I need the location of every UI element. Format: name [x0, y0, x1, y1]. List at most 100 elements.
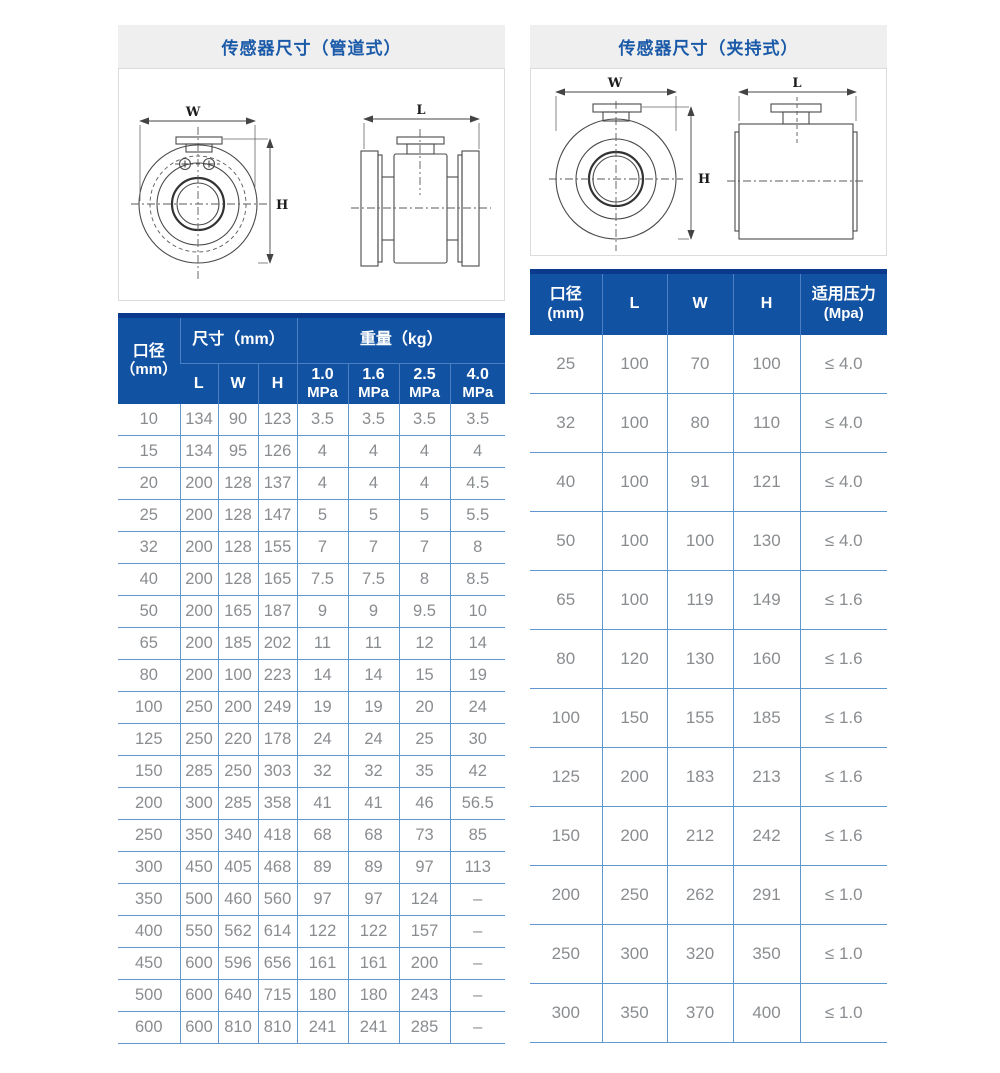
table-cell: 4	[347, 435, 399, 468]
table-cell: 4.5	[449, 467, 505, 500]
table-row: 80 200 100 223 14 14 15 19	[118, 659, 505, 692]
table-cell: 126	[257, 435, 297, 468]
table-cell: ≤ 1.6	[799, 688, 887, 748]
header-col-w: W	[217, 363, 258, 404]
header-bore: 口径 (mm)	[530, 274, 602, 335]
table-cell: –	[449, 979, 505, 1012]
table-cell: 65	[118, 627, 180, 660]
table-cell: 241	[347, 1011, 399, 1044]
table-cell: 50	[118, 595, 180, 628]
table-cell: 97	[296, 883, 348, 916]
table-row: 300 350 370 400 ≤ 1.0	[530, 983, 887, 1043]
table-cell: 291	[732, 865, 800, 925]
table-row: 250 350 340 418 68 68 73 85	[118, 819, 505, 852]
l-dimension: L	[738, 76, 857, 121]
table-row: 450 600 596 656 161 161 200–	[118, 947, 505, 980]
table-cell: 9.5	[398, 595, 450, 628]
table-cell: 19	[347, 691, 399, 724]
table-cell: 68	[296, 819, 348, 852]
table-row: 65 100 119 149 ≤ 1.6	[530, 570, 887, 630]
table-cell: ≤ 1.6	[799, 629, 887, 689]
table-cell: 200	[118, 787, 180, 820]
table-cell: 656	[257, 947, 297, 980]
table-cell: 25	[118, 499, 180, 532]
pipeline-drawing: W H	[131, 103, 491, 281]
header-col-h: H	[257, 363, 297, 404]
header-size-group: 尺寸（mm）	[179, 318, 297, 364]
table-row: 200 250 262 291 ≤ 1.0	[530, 865, 887, 925]
table-cell: 90	[217, 404, 258, 436]
table-cell: 128	[217, 531, 258, 564]
table-cell: 249	[257, 691, 297, 724]
table-cell: 358	[257, 787, 297, 820]
table-cell: 122	[347, 915, 399, 948]
table-cell: 4	[398, 435, 450, 468]
l-dimension-label: L	[792, 76, 801, 91]
table-cell: 262	[666, 865, 733, 925]
table-cell: 5	[398, 499, 450, 532]
clamp-front-view: W H	[549, 76, 710, 251]
table-cell: 200	[179, 499, 218, 532]
table-cell: 125	[118, 723, 180, 756]
table-cell: 123	[257, 404, 297, 436]
table-cell: ≤ 4.0	[799, 511, 887, 571]
table-cell: 130	[666, 629, 733, 689]
w-dimension-label: W	[185, 105, 201, 120]
table-row: 50 100 100 130 ≤ 4.0	[530, 511, 887, 571]
table-cell: 25	[398, 723, 450, 756]
table-cell: 200	[179, 595, 218, 628]
table-cell: 124	[398, 883, 450, 916]
table-cell: 241	[296, 1011, 348, 1044]
table-cell: 100	[601, 570, 667, 630]
table-row: 65 200 185 202 11 11 12 14	[118, 627, 505, 660]
table-cell: 11	[296, 627, 348, 660]
table-cell: 300	[601, 924, 667, 984]
table-cell: 32	[118, 531, 180, 564]
table-cell: 100	[601, 511, 667, 571]
table-row: 350 500 460 560 97 97 124–	[118, 883, 505, 916]
table-cell: 200	[601, 806, 667, 866]
table-cell: 100	[601, 393, 667, 453]
table-cell: 614	[257, 915, 297, 948]
table-cell: 303	[257, 755, 297, 788]
table-cell: 9	[296, 595, 348, 628]
table-cell: 134	[179, 404, 218, 436]
electrode-icon	[202, 157, 216, 171]
table-cell: 7.5	[296, 563, 348, 596]
table-cell: 15	[398, 659, 450, 692]
table-row: 10 134 90 123 3.5 3.5 3.5 3.5	[118, 404, 505, 436]
pipeline-drawing-panel: W H	[118, 68, 505, 301]
table-cell: ≤ 1.0	[799, 865, 887, 925]
table-cell: 242	[732, 806, 800, 866]
table-cell: 7	[398, 531, 450, 564]
clamp-table-wrap: 口径 (mm) L W H 适用压力 (Mpa) 25 100 70 100 ≤ 4.0…	[530, 269, 887, 1043]
table-cell: 180	[296, 979, 348, 1012]
table-cell: 3.5	[296, 404, 348, 436]
table-cell: 80	[118, 659, 180, 692]
table-cell: ≤ 1.0	[799, 983, 887, 1043]
table-cell: ≤ 1.6	[799, 806, 887, 866]
table-cell: 68	[347, 819, 399, 852]
table-row: 400 550 562 614 122 122 157–	[118, 915, 505, 948]
table-cell: ≤ 1.6	[799, 570, 887, 630]
terminal-box	[396, 136, 445, 155]
table-cell: 130	[732, 511, 800, 571]
table-cell: –	[449, 947, 505, 980]
table-cell: ≤ 4.0	[799, 452, 887, 512]
h-dimension: H	[642, 106, 710, 240]
table-cell: 340	[217, 819, 258, 852]
table-row: 100 150 155 185 ≤ 1.6	[530, 688, 887, 748]
table-cell: 200	[179, 627, 218, 660]
table-cell: 80	[530, 629, 602, 689]
table-cell: 165	[217, 595, 258, 628]
header-col-10mpa: 1.0 MPa	[296, 363, 348, 404]
table-cell: 300	[118, 851, 180, 884]
table-cell: 161	[347, 947, 399, 980]
table-cell: 100	[118, 691, 180, 724]
table-cell: 149	[732, 570, 800, 630]
table-row: 150 285 250 303 32 32 35 42	[118, 755, 505, 788]
l-dimension: L	[363, 103, 480, 149]
table-cell: 5	[347, 499, 399, 532]
table-row: 32 100 80 110 ≤ 4.0	[530, 393, 887, 453]
pipeline-section: 传感器尺寸（管道式）	[118, 25, 505, 1044]
